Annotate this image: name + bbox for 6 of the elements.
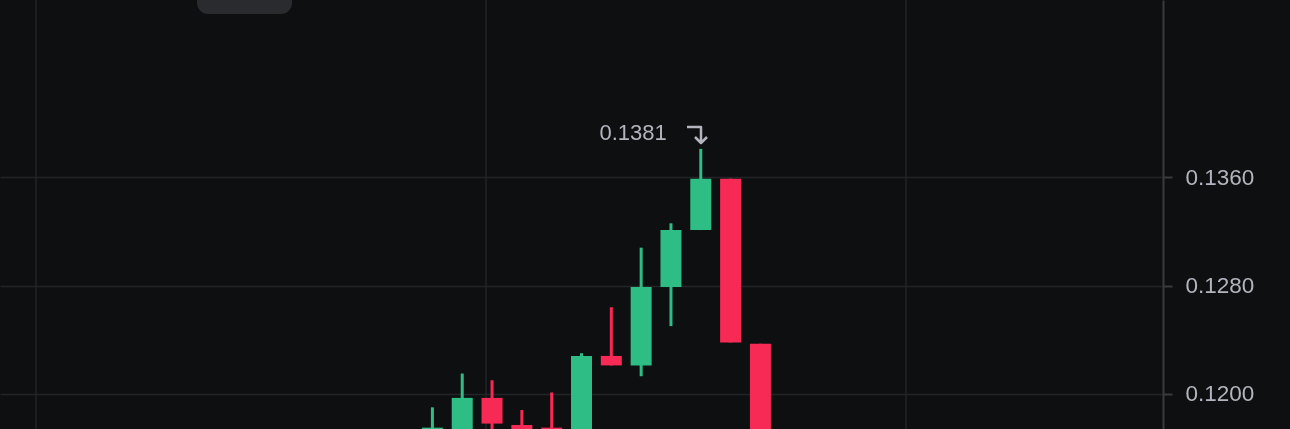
y-tick-label: 0.1280	[1185, 273, 1255, 299]
candlestick	[511, 410, 533, 429]
annotation: 0.1381	[599, 119, 667, 145]
y-tick-label: 0.1360	[1185, 164, 1255, 190]
candlestick	[600, 307, 622, 366]
y-tick-label: 0.1200	[1185, 381, 1255, 407]
